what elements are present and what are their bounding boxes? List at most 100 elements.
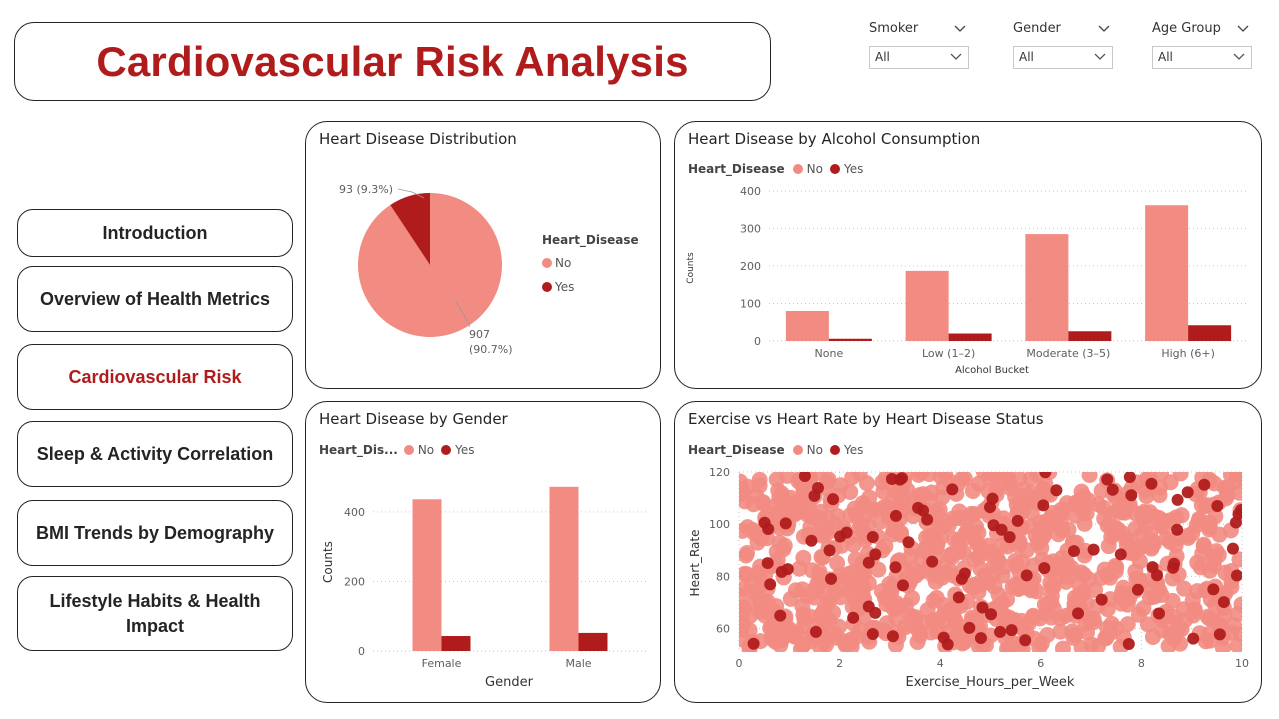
slicer-gender-dropdown[interactable]: All xyxy=(1013,46,1113,69)
scatter-point-no xyxy=(1195,536,1212,553)
scatter-point-no xyxy=(844,472,861,486)
scatter-point-no xyxy=(739,486,749,503)
pie-slice-yes xyxy=(390,193,430,265)
scatter-point-yes xyxy=(1145,477,1158,490)
y-tick-label: 60 xyxy=(716,623,730,636)
scatter-point-yes xyxy=(885,473,898,486)
slicer-gender-label: Gender xyxy=(1013,21,1061,36)
scatter-point-yes xyxy=(761,557,774,570)
scatter-point-no xyxy=(739,473,749,490)
scatter-point-no xyxy=(1138,488,1155,505)
slicer-smoker-dropdown[interactable]: All xyxy=(869,46,969,69)
scatter-point-no xyxy=(854,495,871,512)
legend-label-no: No xyxy=(417,443,435,457)
scatter-point-no xyxy=(1085,610,1102,627)
nav-introduction-button[interactable]: Introduction xyxy=(17,209,293,257)
legend-item-no[interactable]: No xyxy=(542,256,639,270)
bar-no xyxy=(905,270,949,341)
nav-bmi-trends-button[interactable]: BMI Trends by Demography xyxy=(17,500,293,566)
scatter-point-yes xyxy=(974,632,987,645)
scatter-point-yes xyxy=(862,556,875,569)
slicer-age-group-dropdown[interactable]: All xyxy=(1152,46,1252,69)
scatter-point-no xyxy=(1067,589,1084,606)
nav-overview-button[interactable]: Overview of Health Metrics xyxy=(17,266,293,332)
scatter-point-no xyxy=(990,586,1007,603)
scatter-point-yes xyxy=(747,637,760,650)
scatter-point-no xyxy=(912,564,929,581)
chevron-down-icon[interactable] xyxy=(953,18,967,40)
slicer-age-group[interactable]: Age Group All xyxy=(1152,18,1252,69)
scatter-point-yes xyxy=(946,483,959,496)
chevron-down-icon[interactable] xyxy=(1097,18,1111,40)
scatter-point-yes xyxy=(869,548,882,561)
y-tick-label: 120 xyxy=(709,466,730,479)
scatter-point-yes xyxy=(1217,596,1230,609)
gender-bar-chart: 0 200 400 Female Male Counts Gender xyxy=(321,486,647,690)
scatter-point-no xyxy=(786,628,803,645)
scatter-point-no xyxy=(795,549,812,566)
bar-yes xyxy=(1188,325,1232,341)
slicer-smoker[interactable]: Smoker All xyxy=(869,18,969,69)
scatter-chart: 60 80 100 120 0 2 4 6 8 10 Heart_Rate Exercise_Ho… xyxy=(688,466,1249,690)
nav-sleep-activity-button[interactable]: Sleep & Activity Correlation xyxy=(17,421,293,487)
y-axis-label: Counts xyxy=(321,541,335,583)
scatter-point-no xyxy=(1146,508,1163,525)
scatter-point-no xyxy=(1065,629,1082,646)
scatter-point-no xyxy=(1083,636,1100,652)
chevron-down-icon[interactable] xyxy=(1236,18,1250,40)
scatter-point-no xyxy=(1233,596,1242,613)
scatter-point-yes xyxy=(886,630,899,643)
scatter-point-no xyxy=(829,555,846,572)
scatter-point-yes xyxy=(985,608,998,621)
scatter-point-no xyxy=(904,590,921,607)
scatter-point-no xyxy=(1145,535,1162,552)
scatter-point-no xyxy=(1054,640,1071,652)
scatter-point-no xyxy=(1007,578,1024,594)
nav-cardiovascular-risk-button[interactable]: Cardiovascular Risk xyxy=(17,344,293,410)
scatter-point-yes xyxy=(1229,516,1242,529)
legend-dot-no xyxy=(542,258,552,268)
scatter-point-no xyxy=(1039,626,1056,643)
scatter-point-yes xyxy=(926,555,939,568)
slicer-gender-value: All xyxy=(1019,50,1034,64)
scatter-point-no xyxy=(1199,608,1216,625)
scatter-point-yes xyxy=(1123,472,1136,483)
panel-exercise-vs-heart-rate: Exercise vs Heart Rate by Heart Disease … xyxy=(674,401,1262,703)
x-tick-label: None xyxy=(815,347,844,360)
scatter-point-no xyxy=(1001,639,1018,652)
slicer-gender[interactable]: Gender All xyxy=(1013,18,1113,69)
panel-heart-disease-distribution: Heart Disease Distribution 93 (9.3%) 907… xyxy=(305,121,661,389)
page-title-box: Cardiovascular Risk Analysis xyxy=(14,22,771,101)
legend-label-yes: Yes xyxy=(455,443,475,457)
scatter-point-no xyxy=(1116,504,1133,521)
x-tick-label: 6 xyxy=(1037,657,1044,670)
scatter-point-no xyxy=(1043,594,1060,611)
scatter-point-no xyxy=(913,552,930,569)
scatter-point-no xyxy=(1052,623,1069,640)
bar-yes xyxy=(578,632,608,651)
scatter-point-no xyxy=(1103,528,1120,545)
scatter-point-yes xyxy=(840,526,853,539)
scatter-point-no xyxy=(771,534,788,551)
scatter-point-yes xyxy=(1150,569,1163,582)
scatter-point-no xyxy=(773,485,790,502)
scatter-point-yes xyxy=(1114,548,1127,561)
bar-yes xyxy=(948,333,992,341)
legend-item-yes[interactable]: Yes xyxy=(542,280,639,294)
scatter-point-yes xyxy=(1181,486,1194,499)
chevron-down-icon xyxy=(1232,47,1246,68)
nav-cardiovascular-risk-label: Cardiovascular Risk xyxy=(68,366,242,387)
scatter-point-yes xyxy=(1038,562,1051,575)
scatter-point-no xyxy=(892,490,909,507)
scatter-point-no xyxy=(852,587,869,604)
page-title: Cardiovascular Risk Analysis xyxy=(96,37,689,85)
scatter-point-no xyxy=(842,483,859,500)
nav-lifestyle-habits-button[interactable]: Lifestyle Habits & Health Impact xyxy=(17,576,293,651)
scatter-point-yes xyxy=(1122,638,1135,651)
scatter-point-yes xyxy=(774,609,787,622)
scatter-point-yes xyxy=(825,572,838,585)
scatter-point-yes xyxy=(987,519,1000,532)
slicer-smoker-label: Smoker xyxy=(869,21,919,36)
y-tick-label: 100 xyxy=(740,298,761,311)
scatter-point-yes xyxy=(976,601,989,614)
